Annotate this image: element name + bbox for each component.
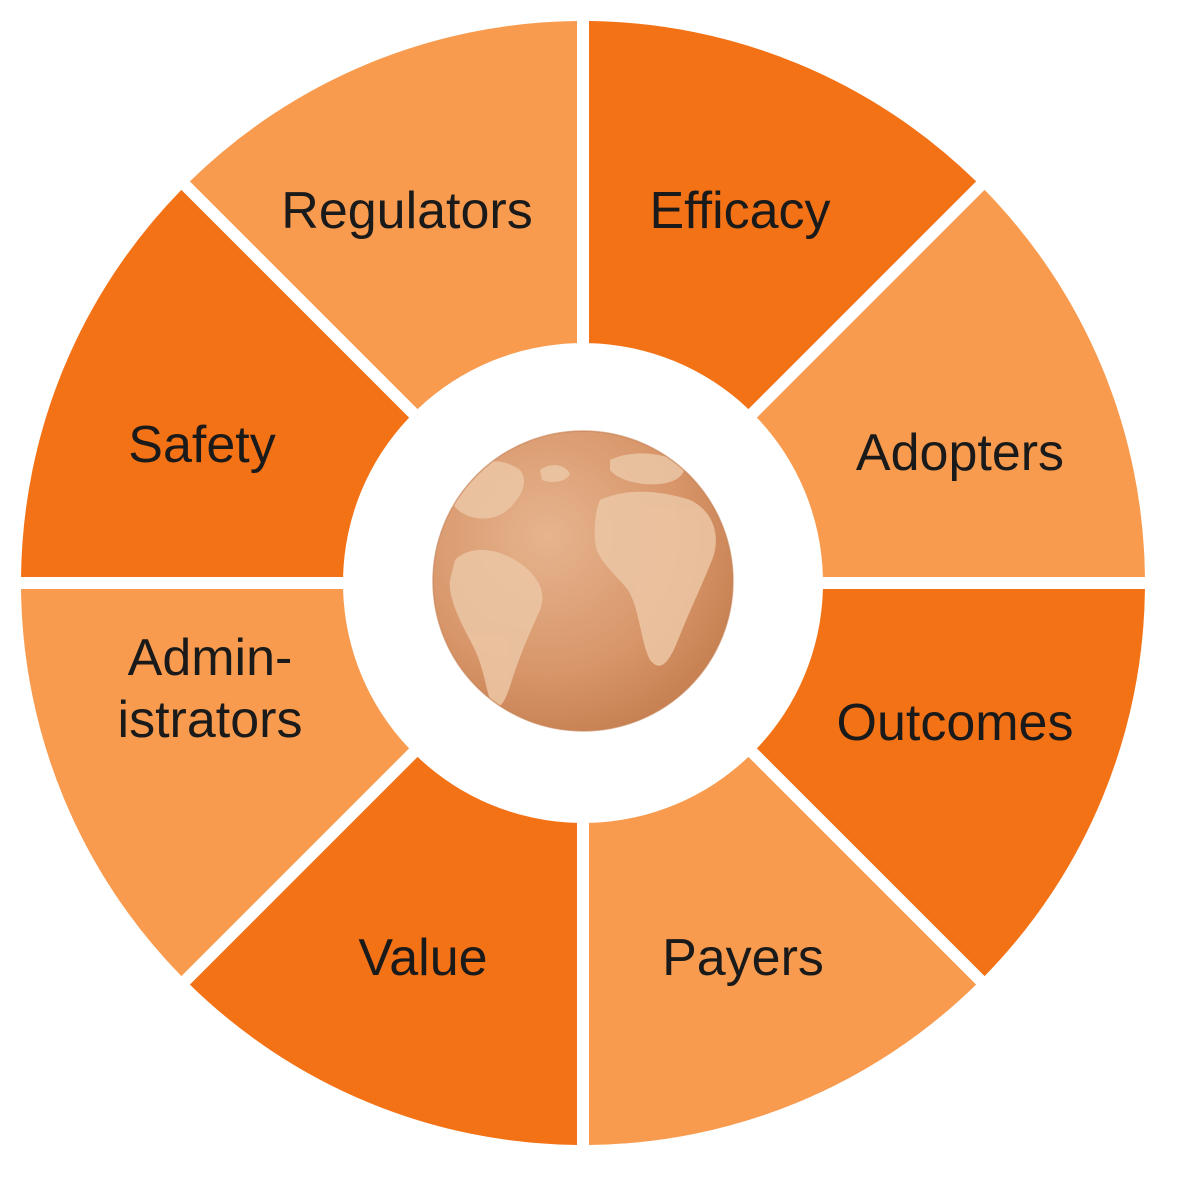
segment-regulators (21, 189, 410, 577)
segment-efficacy (189, 21, 577, 410)
wheel-segments (21, 21, 1145, 1145)
segment-administrators (189, 756, 577, 1145)
segment-safety (21, 589, 410, 977)
segment-label-regulators: Regulators (281, 182, 532, 240)
segment-label-payers: Payers (662, 929, 824, 987)
segment-outcomes (756, 189, 1145, 577)
segment-label-safety: Safety (128, 416, 275, 474)
segment-value (589, 756, 977, 1145)
wheel-labels: Regulators Efficacy Adopters Outcomes Payers… (118, 182, 1074, 987)
segment-payers (756, 589, 1145, 977)
segment-label-outcomes: Outcomes (837, 694, 1074, 752)
segment-label-value: Value (358, 929, 487, 987)
segment-label-efficacy: Efficacy (649, 182, 830, 240)
globe-icon (432, 430, 734, 732)
segment-adopters (589, 21, 977, 410)
segment-label-administrators: Admin-istrators (118, 629, 303, 749)
segment-label-adopters: Adopters (856, 424, 1064, 482)
